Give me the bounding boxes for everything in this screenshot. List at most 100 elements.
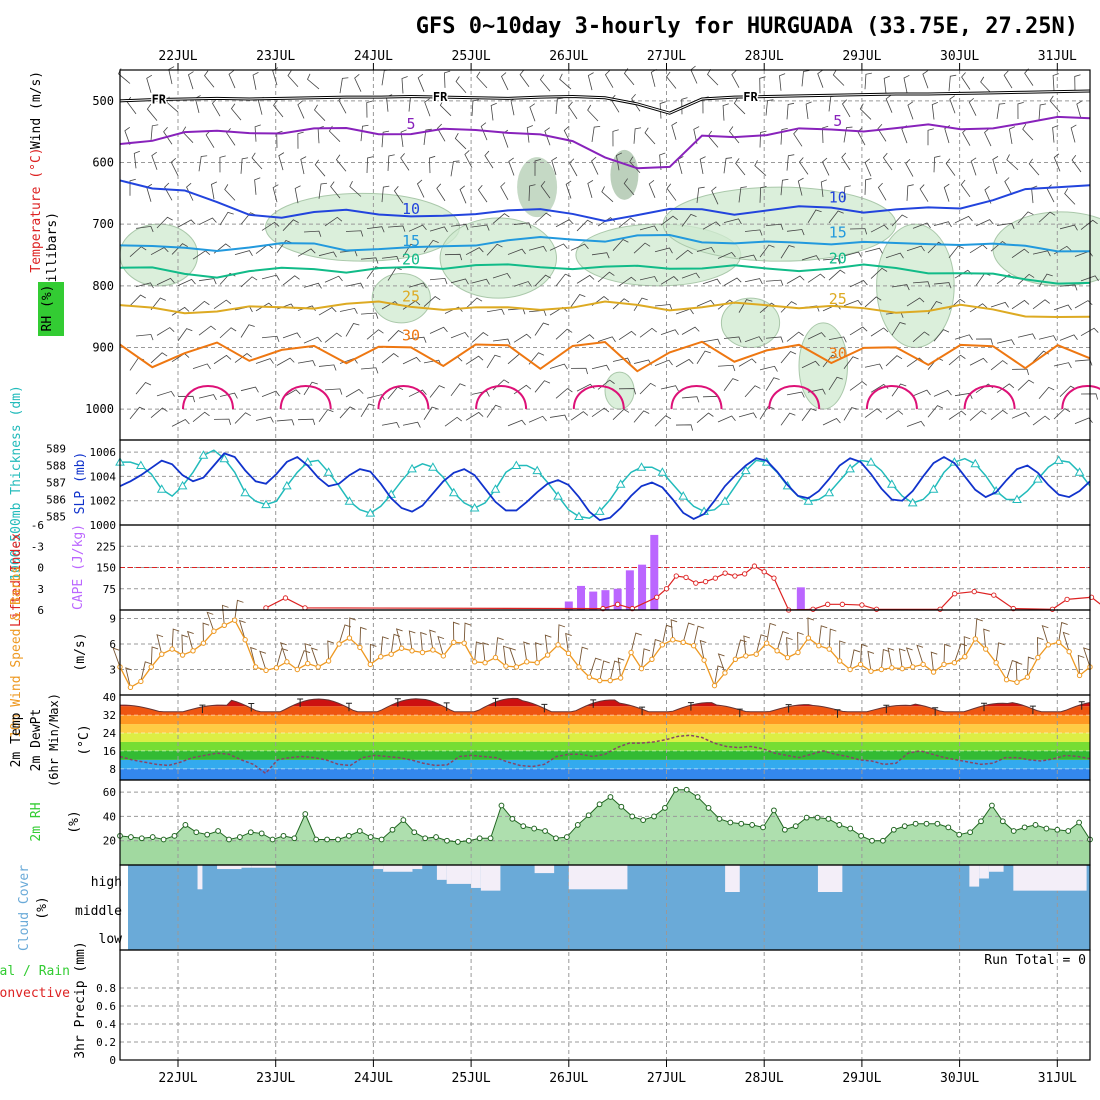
upper-wind-barb [287,70,299,88]
wind10-speed-point [628,649,634,656]
upper-wind-barb [318,307,337,316]
upper-wind-barb [591,125,601,142]
upper-wind-barb [623,68,635,86]
rh-point [890,826,897,833]
isotherm-label: 5 [833,112,842,130]
wind10-speed-point [774,648,780,654]
wind10-speed-point [378,654,384,660]
upper-wind-barb [492,272,511,279]
upper-wind-barb [644,127,656,145]
date-label-top: 28JUL [745,49,784,64]
upper-wind-barb [381,422,400,429]
upper-wind-barb [324,275,343,283]
wind10-speed-point [993,660,999,666]
rh-point [367,834,374,840]
axis-text: 22JUL 22JUL 23JUL 23JUL 24JUL 24JUL 25JUL 25JUL… [0,49,1086,1086]
upper-wind-barb [335,154,347,172]
upper-wind-barb [659,152,666,171]
wind10-speed-point [972,636,978,642]
wind10-barb [279,642,288,662]
rh-point [683,786,690,793]
upper-wind-barb [1074,300,1093,309]
upper-wind-barb [681,326,700,335]
wind10-speed-point [232,617,238,623]
upper-wind-barb [786,154,795,171]
li-point [771,575,777,581]
upper-wind-barb [1059,224,1078,231]
upper-wind-barb [429,326,448,334]
wind10-speed-point [659,642,666,648]
upper-wind-barb [471,278,490,285]
upper-wind-barb [570,294,586,307]
li-point [873,606,880,612]
wind10-barb [983,628,990,650]
rh-point [520,823,527,830]
precip-tick-label: 0.2 [96,1036,116,1049]
upper-wind-barb [891,284,910,291]
upper-wind-barb [408,336,427,343]
upper-wind-barb [192,363,211,370]
li-point [991,592,997,598]
temp-minmax-marker [932,707,939,716]
thickness-point [240,487,251,497]
upper-wind-barb [723,336,742,343]
upper-wind-barb [786,275,805,284]
upper-wind-barb [345,282,364,289]
upper-wind-barb [1032,250,1051,257]
li-point [761,569,767,575]
rh-point [814,814,821,821]
upper-wind-barb [633,297,648,312]
upper-wind-barb [807,332,826,340]
upper-wind-barb [660,329,679,336]
upper-wind-barb [254,177,261,195]
upper-wind-barb [891,214,908,227]
wind10-speed-point [565,650,572,657]
wind10-barb [474,641,483,662]
wind10-barb [304,643,312,664]
upper-wind-barb [891,383,907,397]
wind10-speed-point [586,674,593,680]
upper-wind-barb [696,246,715,253]
wind10-speed-point [784,654,791,661]
upper-wind-barb [540,181,551,199]
temp-title: 2m Temp [9,712,24,767]
thickness-point [1032,474,1043,483]
upper-wind-barb [654,415,672,427]
upper-wind-barb [849,326,868,336]
rh-point [738,820,745,827]
upper-wind-barb [544,127,551,146]
thickness-tick-label: 586 [46,494,66,507]
thickness-tick-label: 589 [46,443,66,456]
upper-wind-barb [969,244,988,254]
isotherm-35-loop [182,385,234,410]
rh-point [444,837,450,844]
rh-point [781,826,788,833]
precip-tick-label: 0.6 [96,1000,116,1013]
upper-wind-barb [150,297,166,311]
upper-wind-barb [1071,155,1082,173]
cloud-clear-high [251,865,276,868]
upper-wind-barb [629,156,641,173]
wind10-barb [588,657,602,678]
upper-wind-barb [1038,273,1053,288]
thickness-point [511,460,522,469]
upper-wind-barb [135,382,152,395]
rh-point [182,822,189,828]
upper-wind-barb [733,97,746,115]
upper-wind-barb [639,327,657,338]
upper-wind-barb [1070,124,1077,143]
wind10-barb [276,647,289,668]
wind10-barb [429,629,436,651]
rh-point [204,831,211,838]
upper-wind-barb [969,410,987,421]
wind10-speed-point [607,677,613,684]
pressure-tick-label: 500 [92,94,114,108]
upper-wind-barb [591,364,610,371]
wind10-barb [380,636,389,657]
upper-wind-barb [366,156,374,173]
li-point [683,574,689,581]
slp-tick-label: 1006 [90,446,117,459]
upper-wind-barb [234,250,253,256]
upper-wind-barb [870,327,889,337]
